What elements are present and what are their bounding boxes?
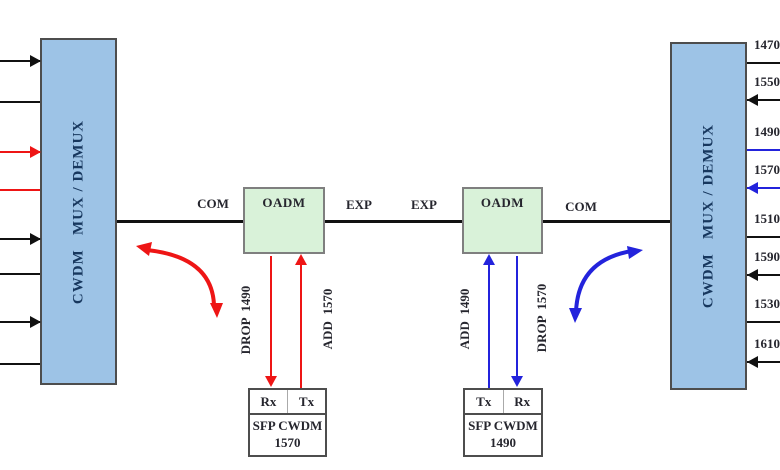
- right-channel-label-6: 1590: [754, 249, 780, 264]
- left-channel-line-7: [0, 321, 40, 323]
- exp-right-label: EXP: [411, 197, 437, 212]
- add-1490-line: [488, 264, 490, 388]
- sfp-left-line1: SFP CWDM: [252, 418, 323, 433]
- sfp-right-line1: SFP CWDM: [468, 418, 538, 433]
- left-channel-line-1: [0, 60, 40, 62]
- left-channel-line-2: [0, 101, 40, 103]
- drop-1490-line: [270, 256, 272, 378]
- right-channel-line-3: [747, 149, 780, 151]
- left-channel-line-8: [0, 363, 40, 365]
- right-channel-line-1: [747, 62, 780, 64]
- left-oadm-label: OADM: [262, 195, 306, 210]
- add-1570-arrowhead: [295, 254, 307, 265]
- right-cwdm-mux-demux-box: CWDM MUX / DEMUX: [670, 42, 747, 390]
- drop-1490-arrowhead: [265, 376, 277, 387]
- left-channel-arrowhead-5: [30, 233, 41, 245]
- left-channel-line-5: [0, 238, 40, 240]
- red-loop-arrow: [136, 242, 223, 318]
- right-channel-label-7: 1530: [754, 296, 780, 311]
- left-oadm-box: OADM: [243, 187, 325, 254]
- sfp-cwdm-1490-box: Tx Rx SFP CWDM 1490: [463, 388, 543, 457]
- fiber-link-com-right: [543, 220, 670, 223]
- right-channel-line-2: [747, 99, 780, 101]
- left-channel-arrowhead-3: [30, 146, 41, 158]
- right-oadm-box: OADM: [462, 187, 543, 254]
- left-channel-line-3: [0, 151, 40, 153]
- right-channel-label-4: 1570: [754, 162, 780, 177]
- sfp-left-rx-port: Rx: [250, 390, 288, 413]
- add-1570-line: [300, 264, 302, 388]
- add-1490-label: ADD 1490: [457, 288, 472, 350]
- fiber-link-com-left: [117, 220, 243, 223]
- sfp-cwdm-1570-box: Rx Tx SFP CWDM 1570: [248, 388, 327, 457]
- right-channel-line-6: [747, 274, 780, 276]
- right-channel-label-2: 1550: [754, 74, 780, 89]
- right-channel-line-5: [747, 236, 780, 238]
- right-oadm-label: OADM: [480, 195, 525, 210]
- sfp-right-tx-port: Tx: [465, 390, 504, 413]
- sfp-left-ports: Rx Tx: [250, 390, 325, 415]
- right-channel-label-3: 1490: [754, 124, 780, 139]
- sfp-right-wavelength: 1490: [490, 434, 516, 450]
- add-1490-arrowhead: [483, 254, 495, 265]
- right-channel-label-1: 1470: [754, 37, 780, 52]
- sfp-right-ports: Tx Rx: [465, 390, 541, 415]
- right-channel-line-7: [747, 321, 780, 323]
- sfp-left-tx-port: Tx: [298, 394, 315, 409]
- right-channel-label-5: 1510: [754, 211, 780, 226]
- sfp-left-wavelength: 1570: [274, 434, 301, 450]
- com-right-label: COM: [565, 199, 597, 214]
- left-channel-line-4: [0, 189, 40, 191]
- com-left-label: COM: [197, 196, 229, 211]
- drop-1490-label: DROP 1490: [238, 285, 253, 355]
- right-channel-label-8: 1610: [754, 336, 780, 351]
- sfp-right-rx-port: Rx: [514, 394, 531, 409]
- blue-loop-arrow: [569, 246, 643, 323]
- left-channel-line-6: [0, 273, 40, 275]
- exp-left-label: EXP: [346, 197, 372, 212]
- drop-1570-line: [516, 256, 518, 378]
- right-channel-arrowhead-8: [747, 356, 758, 368]
- right-mux-label: CWDM MUX / DEMUX: [700, 123, 716, 309]
- left-mux-label: CWDM MUX / DEMUX: [70, 119, 86, 304]
- right-channel-line-4: [747, 187, 780, 189]
- drop-1570-arrowhead: [511, 376, 523, 387]
- add-1570-label: ADD 1570: [320, 288, 335, 350]
- right-channel-arrowhead-2: [747, 94, 758, 106]
- drop-1570-label: DROP 1570: [534, 283, 549, 353]
- left-cwdm-mux-demux-box: CWDM MUX / DEMUX: [40, 38, 117, 385]
- sfp-right-name: SFP CWDM 1490: [465, 415, 541, 452]
- right-channel-arrowhead-4: [747, 182, 758, 194]
- left-channel-arrowhead-7: [30, 316, 41, 328]
- sfp-left-name: SFP CWDM 1570: [250, 415, 325, 452]
- fiber-link-exp: [325, 220, 462, 223]
- right-channel-arrowhead-6: [747, 269, 758, 281]
- left-channel-arrowhead-1: [30, 55, 41, 67]
- right-channel-line-8: [747, 361, 780, 363]
